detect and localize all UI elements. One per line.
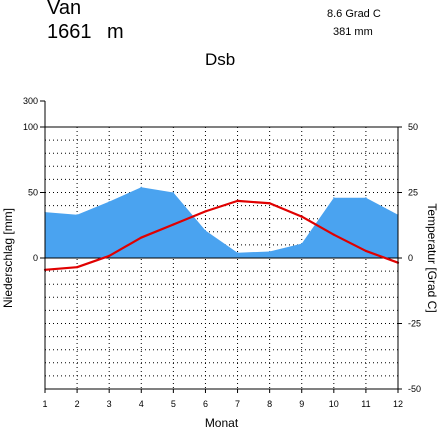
month-tick-label: 8 — [267, 399, 272, 409]
elevation-unit: m — [107, 21, 124, 43]
month-tick-label: 3 — [107, 399, 112, 409]
month-tick-label: 4 — [139, 399, 144, 409]
precipitation-point — [236, 252, 239, 254]
temp-tick-label: 50 — [408, 122, 418, 132]
annual-precipitation: 381 mm — [333, 26, 373, 38]
station-name: Van — [47, 0, 82, 19]
month-tick-label: 9 — [299, 399, 304, 409]
precipitation-point — [269, 250, 271, 253]
x-axis-label: Monat — [205, 416, 239, 430]
temperature-point — [364, 249, 368, 253]
month-tick-label: 5 — [171, 399, 176, 409]
temperature-point — [300, 215, 303, 218]
precipitation-point — [365, 197, 367, 199]
temp-tick-label: -50 — [408, 384, 421, 394]
precipitation-area — [45, 187, 398, 258]
month-tick-label: 2 — [75, 399, 80, 409]
temperature-point — [140, 236, 143, 239]
temp-tick-label: -25 — [408, 319, 421, 329]
temp-tick-label: 25 — [408, 188, 418, 198]
temperature-line — [44, 199, 399, 271]
precipitation-point — [204, 229, 207, 232]
precipitation-point — [140, 186, 142, 188]
axis-labels: Monat Niederschlag [mm] Temperatur [Grad C… — [1, 203, 439, 430]
temperature-point — [75, 266, 79, 269]
climate-classification: Dsb — [205, 50, 236, 69]
temperature-point — [108, 254, 111, 258]
station-elevation: 1661 — [47, 21, 92, 43]
month-tick-label: 1 — [42, 399, 47, 409]
mean-temperature: 8.6 Grad C — [327, 8, 381, 20]
precip-tick-label: 100 — [23, 122, 38, 132]
temperature-point — [268, 202, 271, 205]
precipitation-point — [333, 197, 335, 199]
y-axis-label: Niederschlag [mm] — [1, 208, 15, 308]
precipitation-layer — [44, 186, 399, 258]
precipitation-point — [76, 214, 78, 216]
month-tick-label: 11 — [361, 399, 370, 409]
month-tick-label: 10 — [329, 399, 339, 409]
precipitation-point — [108, 201, 110, 203]
y2-axis-label: Temperatur [Grad C] — [425, 203, 439, 312]
month-tick-label: 7 — [235, 399, 240, 409]
temperature-point — [236, 199, 239, 202]
temperature-layer — [43, 199, 400, 271]
temperature-point — [204, 210, 207, 213]
precip-tick-label: 0 — [33, 253, 38, 263]
month-tick-label: 6 — [203, 399, 208, 409]
precip-tick-label: 300 — [23, 96, 38, 106]
precipitation-point — [172, 191, 174, 194]
temperature-point — [332, 233, 335, 236]
month-tick-label: 12 — [393, 399, 403, 409]
temp-tick-label: 0 — [408, 253, 413, 263]
temperature-point — [172, 223, 175, 226]
precip-tick-label: 50 — [28, 188, 38, 198]
precipitation-point — [301, 242, 303, 245]
